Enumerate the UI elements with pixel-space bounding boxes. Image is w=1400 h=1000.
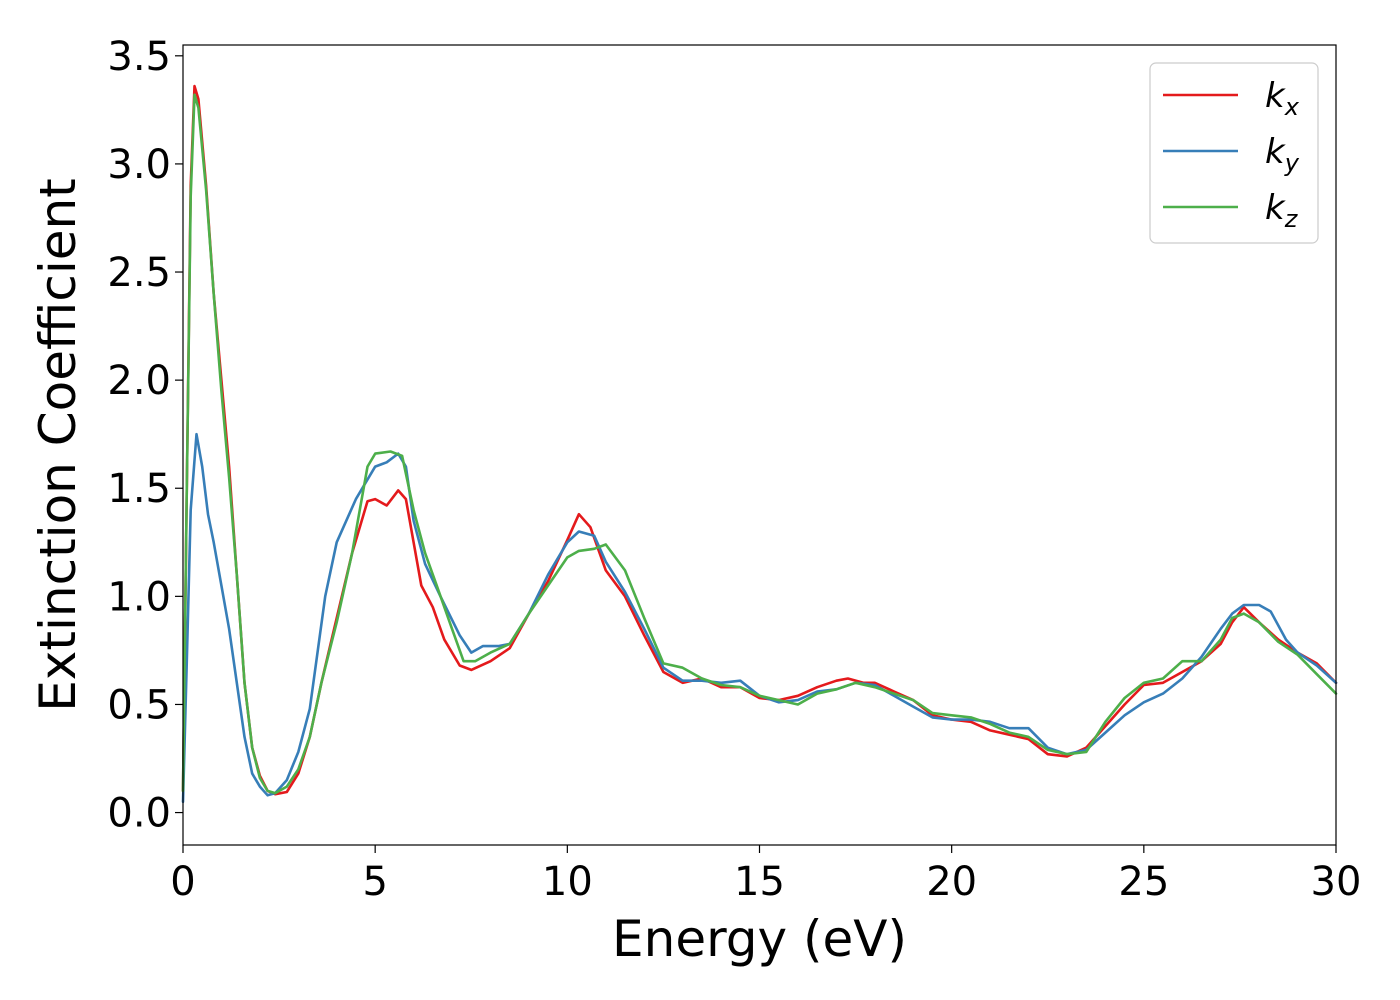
legend-label-ky: ky bbox=[1265, 132, 1300, 177]
legend-label-subscript: z bbox=[1284, 205, 1299, 233]
legend-label-subscript: x bbox=[1284, 93, 1300, 121]
series-line-ky bbox=[181, 432, 1338, 804]
y-tick-label: 2.5 bbox=[107, 250, 171, 296]
legend-label-kz: kz bbox=[1265, 188, 1299, 233]
series-line-kz bbox=[181, 93, 1338, 795]
x-tick-label: 25 bbox=[1118, 859, 1169, 905]
y-tick-label: 1.0 bbox=[107, 574, 171, 620]
x-tick-label: 10 bbox=[542, 859, 593, 905]
x-axis-title: Energy (eV) bbox=[612, 910, 907, 968]
x-tick-label: 15 bbox=[734, 859, 785, 905]
legend-label-base: k bbox=[1265, 132, 1286, 172]
y-tick-label: 3.0 bbox=[107, 142, 171, 188]
y-axis-title: Extinction Coefficient bbox=[29, 178, 87, 712]
legend-label-kx: kx bbox=[1265, 76, 1300, 121]
y-tick-label: 3.5 bbox=[107, 34, 171, 80]
y-tick-label: 1.5 bbox=[107, 466, 171, 512]
x-tick-label: 30 bbox=[1311, 859, 1362, 905]
x-tick-label: 5 bbox=[362, 859, 387, 905]
x-tick-label: 20 bbox=[926, 859, 977, 905]
x-axis-ticks: 0 5 10 15 20 25 30 bbox=[170, 845, 1361, 905]
series-layer bbox=[181, 84, 1338, 804]
y-tick-label: 2.0 bbox=[107, 358, 171, 404]
y-tick-label: 0.0 bbox=[107, 791, 171, 837]
y-tick-label: 0.5 bbox=[107, 682, 171, 728]
x-tick-label: 0 bbox=[170, 859, 195, 905]
legend-label-base: k bbox=[1265, 188, 1286, 228]
y-axis-ticks: 0.0 0.5 1.0 1.5 2.0 2.5 3.0 3.5 bbox=[107, 34, 183, 837]
legend-box bbox=[1149, 62, 1319, 244]
legend-label-subscript: y bbox=[1284, 149, 1300, 177]
legend-label-base: k bbox=[1265, 76, 1286, 116]
